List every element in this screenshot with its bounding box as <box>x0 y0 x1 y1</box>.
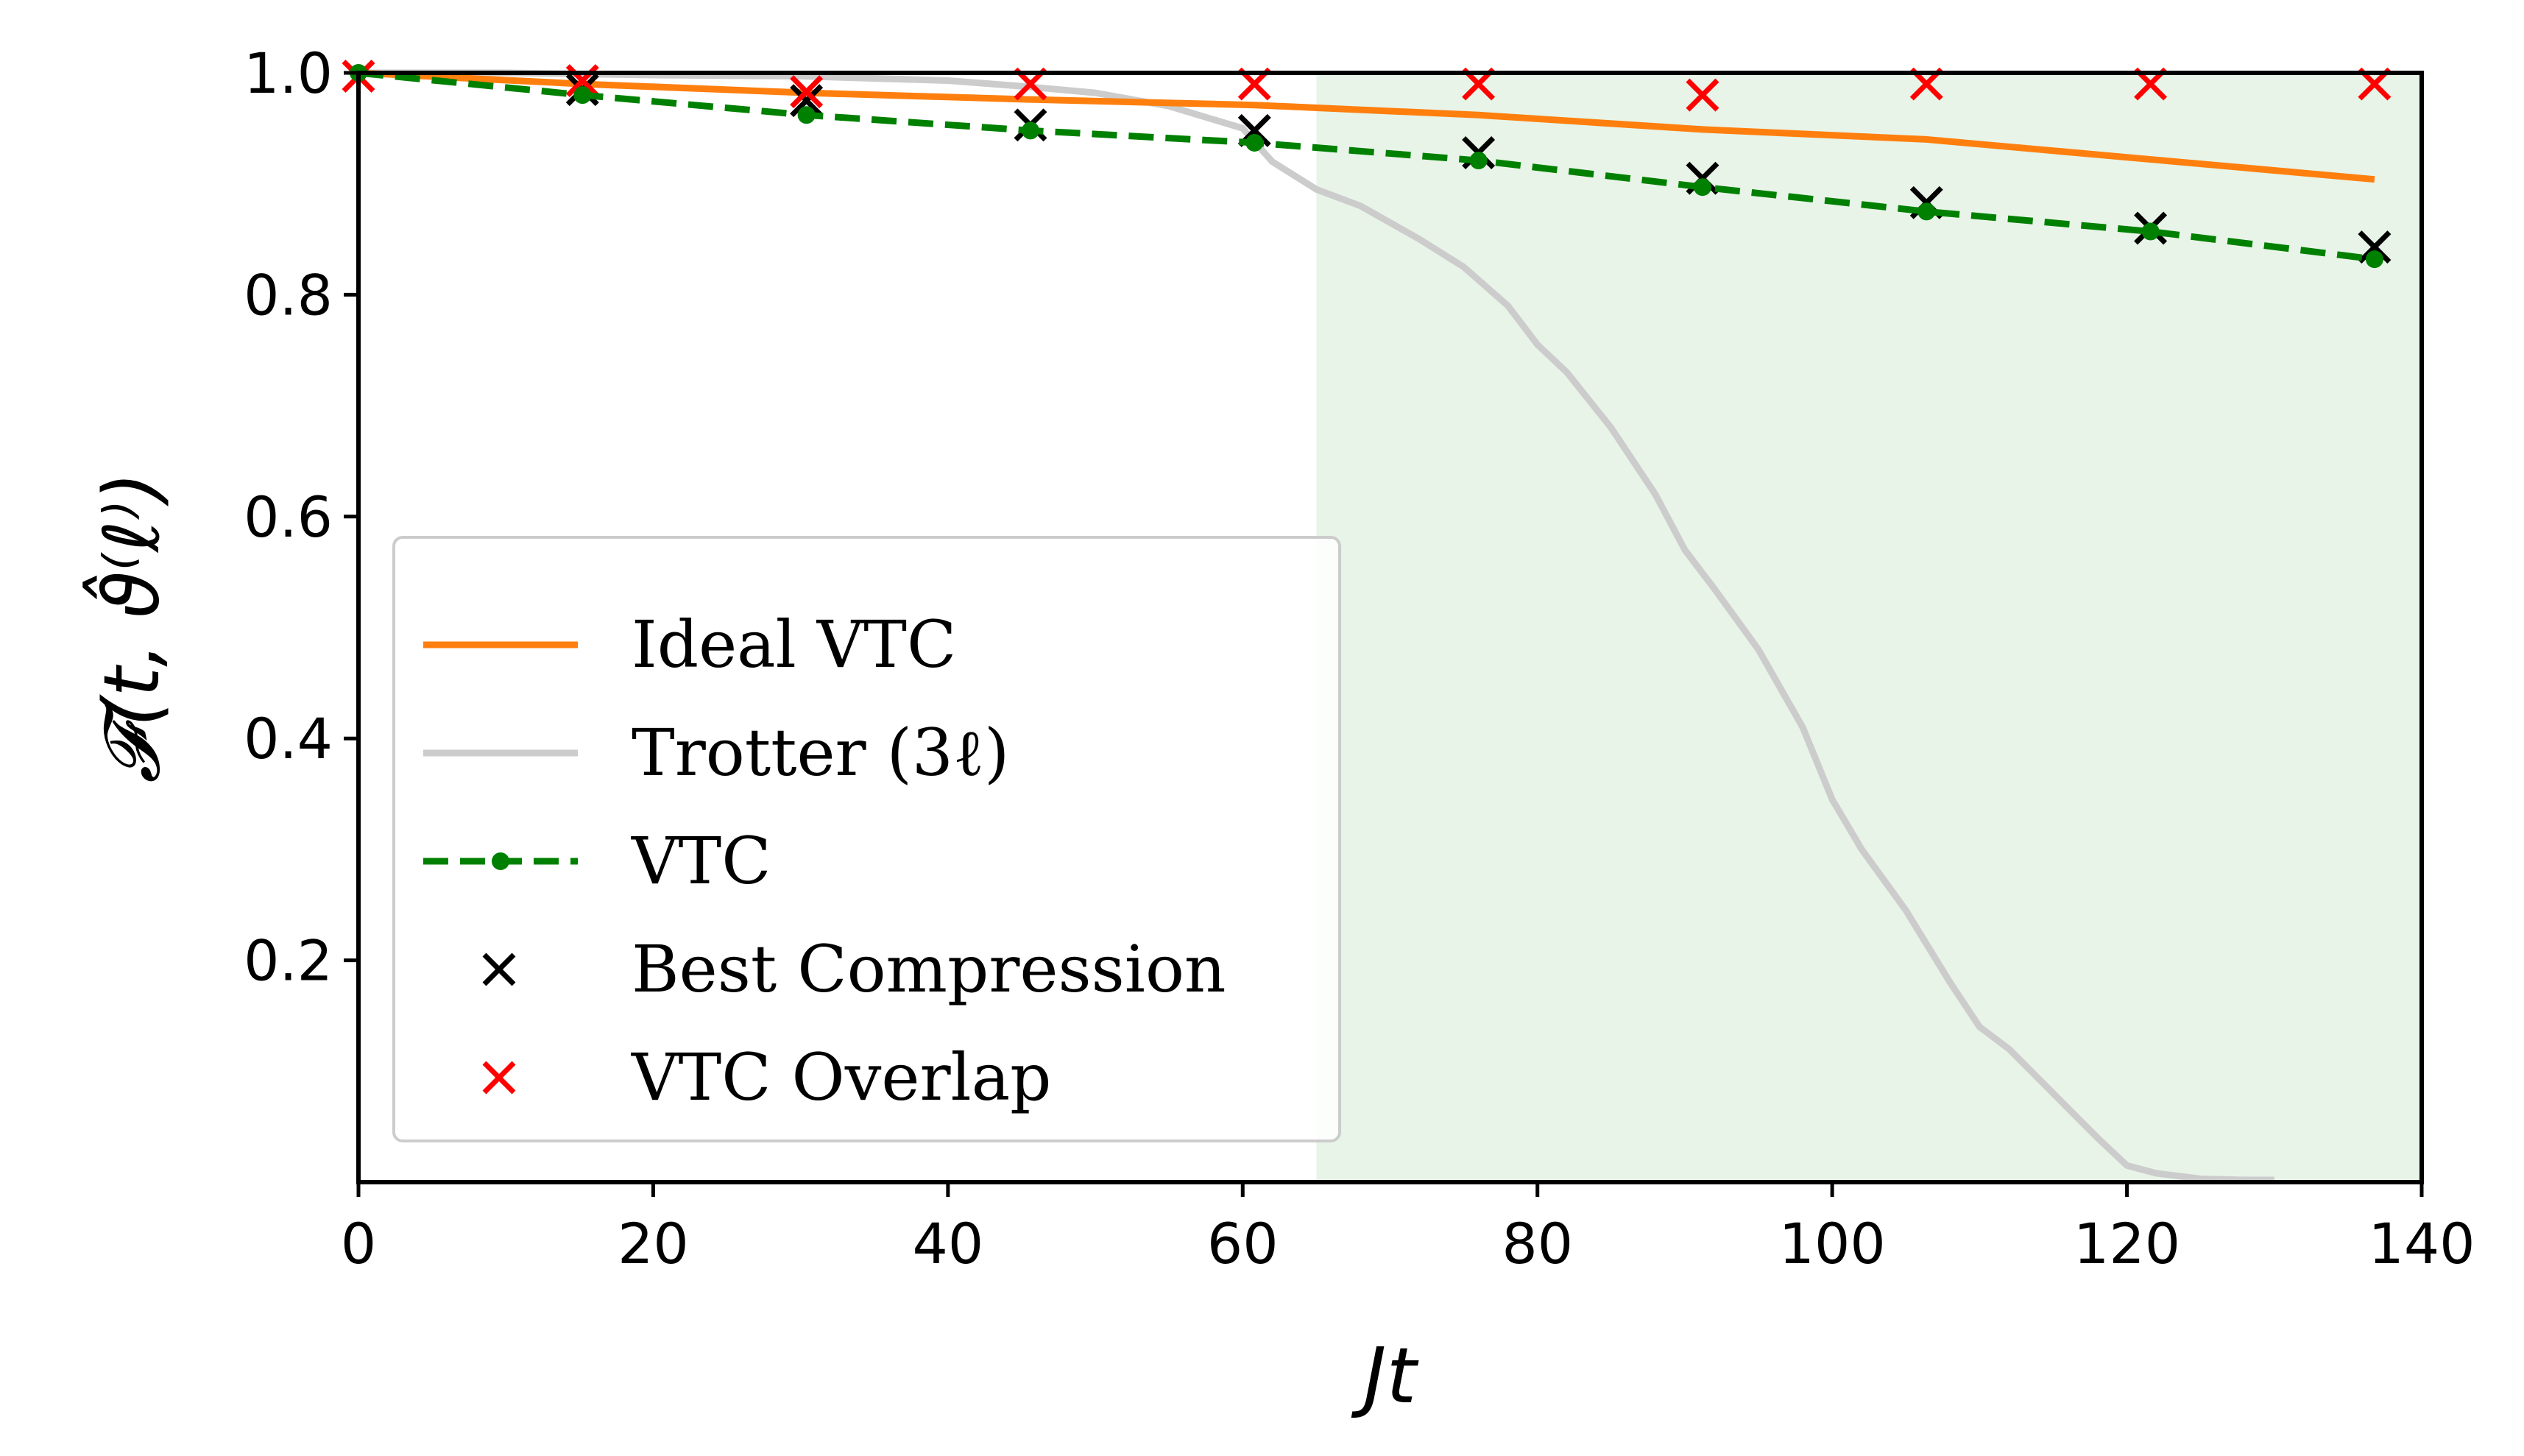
legend-handle-best-compression-stroke <box>482 953 516 986</box>
data-point-vtc-overlap-stroke <box>790 75 824 109</box>
y-tick-label: 0.4 <box>244 706 333 771</box>
data-point-best-compression <box>790 84 824 118</box>
x-tick-label: 20 <box>618 1211 689 1276</box>
legend-label-best-compression: Best Compression <box>632 931 1226 1007</box>
ticks-layer: 0 20 40 60 80 100 120 140 0.2 0.4 0.6 0.8 1.0 <box>244 40 2475 1276</box>
plot-frame <box>356 71 2424 1184</box>
data-point-best-compression <box>2358 230 2392 264</box>
data-point-vtc-overlap <box>1686 78 1719 112</box>
x-tick-label: 40 <box>912 1211 983 1276</box>
data-point-vtc <box>573 86 592 105</box>
data-point-vtc <box>1021 121 1039 140</box>
legend-label-vtc-overlap: VTC Overlap <box>631 1039 1052 1115</box>
legend-label-trotter-3: Trotter (3ℓ) <box>632 715 1009 791</box>
legend-handle-vtc-overlap-stroke <box>482 1061 516 1095</box>
shaded-region <box>1316 73 2422 1182</box>
legend-label-vtc: VTC <box>631 823 771 899</box>
data-point-best-compression-stroke <box>790 84 824 118</box>
legend-label-ideal-vtc: Ideal VTC <box>632 607 956 682</box>
data-point-vtc <box>797 106 816 124</box>
legend-marker-vtc <box>492 852 509 870</box>
x-tick-label: 140 <box>2368 1211 2475 1276</box>
data-point-best-compression-stroke <box>2358 230 2392 264</box>
legend-handle-vtc-overlap <box>482 1061 516 1095</box>
legend-box <box>392 536 1341 1142</box>
data-point-vtc-overlap <box>790 75 824 109</box>
y-tick-label: 0.2 <box>244 928 333 994</box>
y-axis-label: 𝓕(t, ϑ̂⁽ℓ⁾) <box>83 472 177 783</box>
x-tick-label: 120 <box>2074 1211 2180 1276</box>
data-point-vtc-overlap-stroke <box>1686 78 1719 112</box>
x-tick-label: 0 <box>341 1211 376 1276</box>
legend-handle-best-compression <box>482 953 516 986</box>
x-tick-label: 60 <box>1207 1211 1279 1276</box>
series-line-trotter-3 <box>358 69 2274 1184</box>
data-point-vtc <box>1917 202 1936 221</box>
series-line-vtc <box>358 69 2375 263</box>
x-tick-label: 80 <box>1502 1211 1573 1276</box>
x-tick-label: 100 <box>1779 1211 1886 1276</box>
data-point-vtc <box>1693 178 1711 197</box>
data-point-vtc <box>1245 133 1264 152</box>
legend: Ideal VTC Trotter (3ℓ) VTC Best Compression… <box>392 536 1341 1142</box>
data-point-vtc <box>1469 152 1488 170</box>
series-line-ideal-vtc <box>358 69 2375 183</box>
data-point-vtc <box>2141 222 2160 241</box>
y-tick-label: 0.6 <box>244 484 333 550</box>
y-tick-label: 0.8 <box>244 262 333 328</box>
y-tick-label: 1.0 <box>244 40 333 106</box>
data-point-vtc <box>2365 250 2383 269</box>
